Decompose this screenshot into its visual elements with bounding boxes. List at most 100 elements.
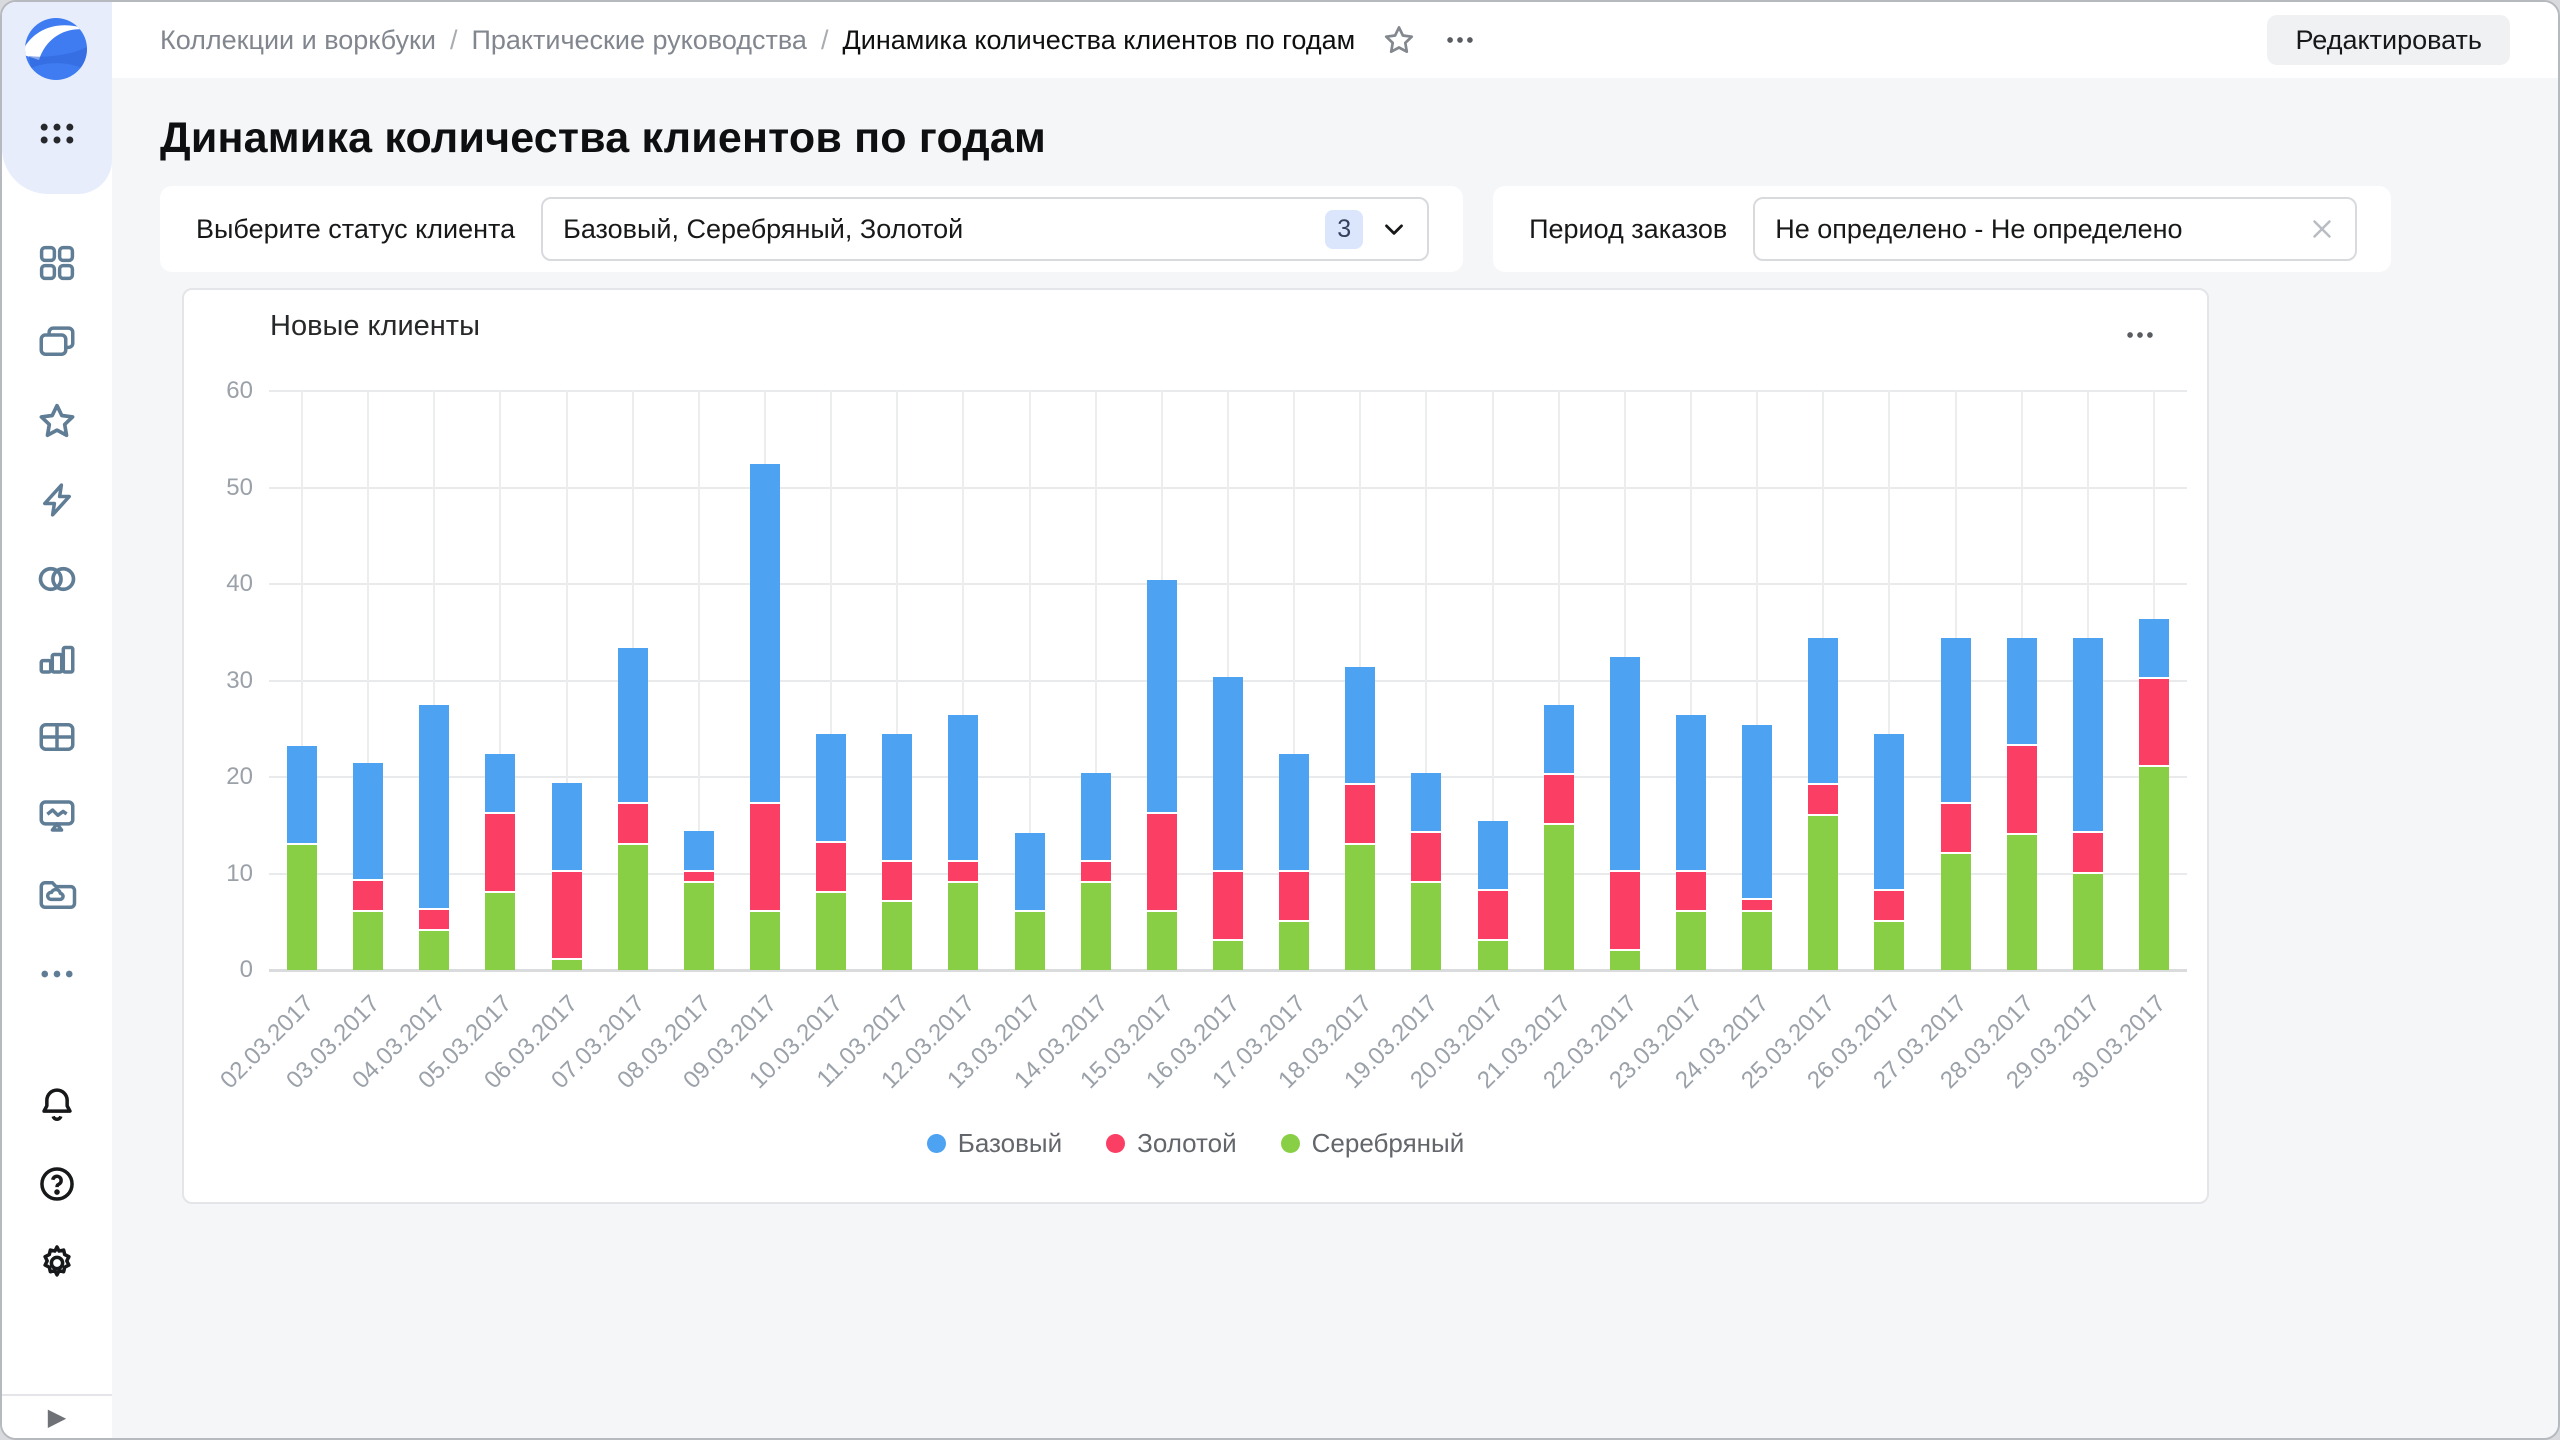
- bar-segment-Золотой: [419, 910, 450, 932]
- x-gridline: [367, 391, 370, 970]
- bar-18.03.2017[interactable]: [1345, 666, 1376, 970]
- sidebar-collapse-button[interactable]: ▶: [2, 1394, 112, 1438]
- bar-14.03.2017[interactable]: [1080, 773, 1111, 970]
- more-actions-icon[interactable]: [1443, 23, 1477, 57]
- bar-segment-Серебряный: [1940, 854, 1971, 970]
- bar-23.03.2017[interactable]: [1675, 715, 1706, 970]
- sidebar-top-section: [2, 2, 112, 194]
- legend-dot: [1106, 1134, 1126, 1153]
- bar-22.03.2017[interactable]: [1609, 657, 1640, 970]
- bar-06.03.2017[interactable]: [551, 782, 582, 970]
- sidebar-item-charts[interactable]: [34, 635, 80, 681]
- bar-04.03.2017[interactable]: [419, 705, 450, 970]
- favorite-star-icon[interactable]: [1381, 22, 1417, 58]
- bar-segment-Базовый: [617, 647, 648, 804]
- bar-24.03.2017[interactable]: [1742, 724, 1773, 970]
- period-filter-value: Не определено - Не определено: [1775, 213, 2183, 244]
- bar-27.03.2017[interactable]: [1940, 637, 1971, 970]
- bar-segment-Серебряный: [1345, 844, 1376, 970]
- breadcrumb-item[interactable]: Практические руководства: [471, 24, 807, 55]
- bar-segment-Золотой: [1279, 871, 1310, 922]
- bar-02.03.2017[interactable]: [287, 746, 318, 970]
- bar-segment-Базовый: [1808, 637, 1839, 785]
- main-area: Коллекции и воркбуки / Практические руково…: [112, 2, 2558, 1438]
- bar-segment-Золотой: [551, 871, 582, 961]
- chart-menu-icon[interactable]: [2123, 318, 2157, 357]
- bar-segment-Базовый: [2006, 637, 2037, 747]
- bar-25.03.2017[interactable]: [1808, 637, 1839, 970]
- bar-segment-Базовый: [1146, 580, 1177, 814]
- bar-segment-Золотой: [1742, 900, 1773, 913]
- bar-26.03.2017[interactable]: [1874, 734, 1905, 970]
- status-filter-select[interactable]: Базовый, Серебряный, Золотой 3: [541, 197, 1430, 261]
- sidebar-nav: [2, 240, 112, 1030]
- edit-button[interactable]: Редактировать: [2267, 15, 2510, 65]
- sidebar-item-datasets[interactable]: [34, 556, 80, 602]
- bar-20.03.2017[interactable]: [1477, 821, 1508, 970]
- legend-item-Серебряный[interactable]: Серебряный: [1280, 1128, 1464, 1159]
- bar-segment-Серебряный: [1146, 912, 1177, 970]
- bar-10.03.2017[interactable]: [816, 734, 847, 970]
- bar-07.03.2017[interactable]: [617, 647, 648, 970]
- bar-21.03.2017[interactable]: [1543, 705, 1574, 970]
- bar-15.03.2017[interactable]: [1146, 580, 1177, 970]
- bar-19.03.2017[interactable]: [1411, 773, 1442, 970]
- bar-segment-Серебряный: [1675, 912, 1706, 970]
- bar-segment-Серебряный: [2006, 834, 2037, 970]
- apps-grid-icon[interactable]: [35, 118, 79, 162]
- bar-03.03.2017[interactable]: [353, 763, 384, 970]
- bar-segment-Базовый: [1675, 715, 1706, 872]
- bar-segment-Серебряный: [1742, 912, 1773, 970]
- settings-gear-icon[interactable]: [34, 1240, 80, 1286]
- x-gridline: [565, 391, 568, 970]
- sidebar-item-storage[interactable]: [34, 872, 80, 918]
- bar-segment-Базовый: [683, 830, 714, 872]
- bar-09.03.2017[interactable]: [750, 464, 781, 970]
- legend-item-Базовый[interactable]: Базовый: [926, 1128, 1063, 1159]
- sidebar-item-dashboards-grid[interactable]: [34, 240, 80, 286]
- x-gridline: [433, 391, 436, 970]
- sidebar-item-lightning[interactable]: [34, 477, 80, 523]
- bar-segment-Серебряный: [683, 883, 714, 970]
- filters-row: Выберите статус клиента Базовый, Серебря…: [160, 186, 2421, 272]
- x-gridline: [1094, 391, 1097, 970]
- sidebar-item-favorites[interactable]: [34, 398, 80, 444]
- sidebar-item-more[interactable]: [34, 951, 80, 997]
- clear-period-icon[interactable]: [2307, 214, 2337, 244]
- y-axis-tick-label: 60: [226, 377, 253, 404]
- x-gridline: [1293, 391, 1296, 970]
- collapse-arrow-icon: ▶: [47, 1403, 67, 1431]
- breadcrumb-actions: [1381, 22, 1477, 58]
- bar-segment-Серебряный: [485, 892, 516, 970]
- breadcrumb-item[interactable]: Коллекции и воркбуки: [160, 24, 436, 55]
- bar-13.03.2017[interactable]: [1014, 832, 1045, 970]
- sidebar-item-tables[interactable]: [34, 714, 80, 760]
- bar-segment-Базовый: [1477, 821, 1508, 891]
- bar-segment-Серебряный: [816, 892, 847, 970]
- bar-segment-Золотой: [1543, 775, 1574, 826]
- bar-12.03.2017[interactable]: [948, 715, 979, 970]
- notifications-bell-icon[interactable]: [34, 1082, 80, 1128]
- bar-16.03.2017[interactable]: [1213, 676, 1243, 970]
- legend-label: Базовый: [957, 1128, 1063, 1158]
- x-gridline: [697, 391, 700, 970]
- bar-segment-Серебряный: [1411, 883, 1442, 970]
- bar-08.03.2017[interactable]: [683, 830, 714, 970]
- sidebar-item-dashboards[interactable]: [34, 793, 80, 839]
- bar-30.03.2017[interactable]: [2138, 618, 2169, 970]
- help-question-icon[interactable]: [34, 1161, 80, 1207]
- x-gridline: [1425, 391, 1428, 970]
- legend-label: Золотой: [1137, 1128, 1237, 1158]
- sidebar-item-collections[interactable]: [34, 319, 80, 365]
- y-axis-tick-label: 50: [226, 473, 253, 501]
- period-filter-select[interactable]: Не определено - Не определено: [1753, 197, 2358, 261]
- datalens-logo[interactable]: [23, 16, 89, 82]
- bar-28.03.2017[interactable]: [2006, 637, 2037, 970]
- bar-29.03.2017[interactable]: [2072, 637, 2103, 970]
- bar-17.03.2017[interactable]: [1279, 753, 1310, 970]
- x-gridline: [1756, 391, 1759, 970]
- bar-05.03.2017[interactable]: [485, 753, 516, 970]
- bar-segment-Серебряный: [948, 883, 979, 970]
- bar-11.03.2017[interactable]: [882, 734, 913, 970]
- legend-item-Золотой[interactable]: Золотой: [1106, 1128, 1237, 1159]
